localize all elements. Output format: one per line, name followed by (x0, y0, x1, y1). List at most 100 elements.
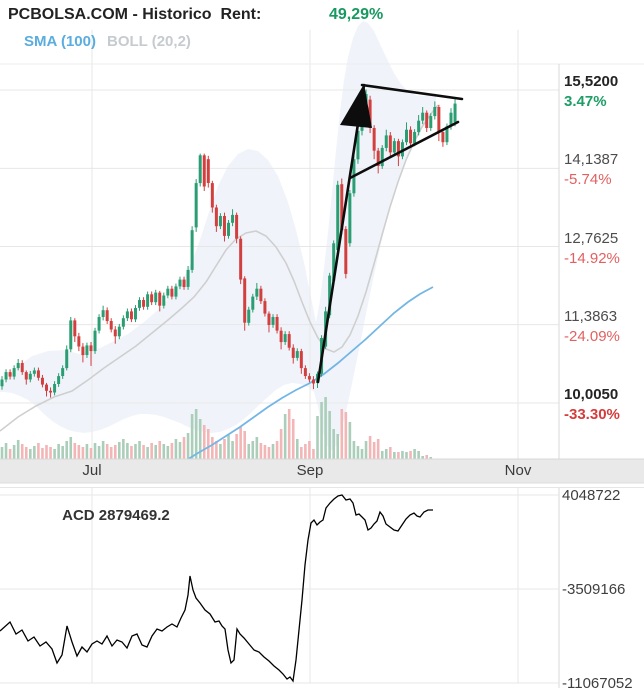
candle-body (392, 141, 396, 153)
candle-body (65, 349, 69, 369)
candle-body (36, 370, 40, 378)
candle-body (356, 130, 360, 160)
flagpole-trendline (316, 83, 366, 384)
volume-bar (166, 446, 170, 459)
volume-bar (231, 441, 234, 459)
volume-bar (372, 442, 376, 459)
candle-body (8, 372, 12, 377)
volume-bar (29, 449, 32, 459)
volume-bar (93, 443, 97, 459)
volume-bar (397, 452, 400, 459)
candle-body (194, 183, 198, 228)
candle-body (368, 99, 372, 128)
acd-axis-value: -11067052 (562, 675, 633, 688)
volume-bar (267, 447, 271, 459)
volume-bar (178, 442, 182, 459)
volume-bar (97, 446, 101, 459)
candle-body (109, 321, 113, 330)
volume-bar (429, 457, 433, 459)
candle-body (178, 279, 182, 287)
volume-bar (126, 443, 129, 459)
volume-bar (162, 444, 166, 459)
candle-body (218, 216, 222, 227)
candle-body (202, 155, 206, 187)
candle-body (227, 222, 231, 236)
volume-bar (255, 437, 259, 459)
candle-body (121, 318, 125, 327)
candle-body (287, 334, 291, 348)
volume-bar (45, 445, 48, 459)
volume-bar (33, 446, 36, 459)
volume-bar (194, 409, 198, 459)
volume-bar (206, 429, 210, 459)
candle-body (449, 112, 453, 127)
candle-body (275, 317, 279, 331)
candle-body (198, 155, 202, 184)
candle-body (453, 103, 457, 123)
x-axis-label-nov: Nov (504, 462, 532, 479)
candle-body (409, 129, 413, 144)
boll-indicator-label[interactable]: BOLL (20,2) (107, 33, 191, 50)
candlesticks (0, 89, 457, 398)
rent-percentage-value: 49,29% (329, 6, 384, 23)
pennant-lower-trendline (348, 120, 460, 180)
volume-bar (77, 445, 81, 459)
price-level-value: 12,7625 (564, 230, 619, 247)
volume-bar (380, 451, 384, 459)
volume-bar (12, 445, 16, 459)
volume-bar (348, 422, 352, 459)
candle-body (311, 379, 315, 384)
acd-axis-value: 4048722 (562, 487, 621, 504)
candle-body (81, 346, 85, 356)
volume-bar (37, 443, 40, 459)
sma-indicator-label[interactable]: SMA (100) (24, 33, 96, 50)
volume-bar (352, 441, 356, 459)
x-axis-strip (0, 459, 644, 483)
x-axis-label-sep: Sep (296, 462, 324, 479)
volume-bar (425, 455, 429, 459)
volume-bar (150, 443, 153, 459)
candle-body (182, 279, 186, 287)
candle-body (332, 243, 336, 281)
candle-body (348, 193, 352, 244)
candle-body (231, 214, 235, 223)
volume-bar (130, 446, 133, 459)
candle-body (89, 345, 93, 352)
volume-bar (360, 449, 364, 459)
volume-bar (421, 456, 424, 459)
x-axis-label-jul: Jul (82, 462, 102, 479)
candle-body (4, 372, 8, 380)
price-level-value: 11,3863 (564, 308, 618, 325)
volume-bar (57, 444, 60, 459)
candle-body (113, 329, 117, 337)
volume-bar (138, 441, 141, 459)
volume-bar (259, 443, 263, 459)
acd-indicator-title: ACD 2879469.2 (46, 490, 170, 541)
price-level-percent: 3.47% (564, 93, 607, 110)
volume-bar (312, 449, 315, 459)
candle-body (40, 377, 44, 385)
volume-bar (328, 411, 331, 459)
volume-bar (344, 412, 348, 459)
price-level-value: 14,1387 (564, 151, 619, 168)
candle-body (32, 370, 36, 374)
candle-body (421, 112, 425, 121)
volume-bar (73, 443, 77, 459)
volume-bar (89, 448, 93, 459)
black-arrow-marker (340, 84, 372, 128)
candle-body (340, 184, 344, 231)
volume-bar (227, 435, 230, 459)
candle-body (129, 311, 133, 320)
candle-body (405, 129, 408, 143)
volume-bar (142, 445, 145, 459)
candle-body (158, 292, 162, 306)
volume-bar (0, 447, 4, 459)
candle-body (295, 351, 299, 358)
candle-body (400, 142, 404, 157)
volume-bar (283, 414, 287, 459)
candle-body (239, 238, 243, 280)
candle-body (97, 317, 101, 331)
candle-body (429, 116, 433, 128)
volume-bars (0, 397, 433, 459)
